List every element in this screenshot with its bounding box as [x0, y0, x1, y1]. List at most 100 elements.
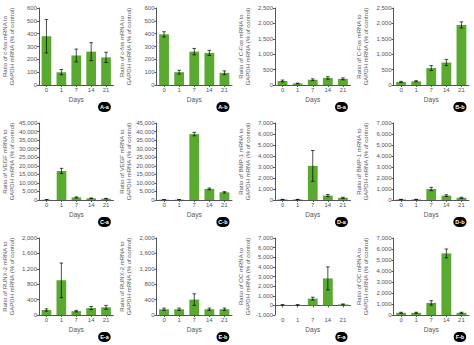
svg-text:7,000: 7,000	[258, 120, 274, 126]
svg-text:1,000: 1,000	[258, 186, 274, 192]
svg-text:Days: Days	[305, 211, 321, 219]
svg-text:7: 7	[430, 317, 434, 323]
svg-text:6,000: 6,000	[258, 131, 274, 137]
svg-text:C-a: C-a	[100, 219, 110, 225]
svg-text:10,000: 10,000	[136, 180, 155, 186]
svg-text:14: 14	[88, 87, 95, 93]
svg-text:GAPDH mRNA (% of control): GAPDH mRNA (% of control)	[126, 238, 132, 316]
svg-text:14: 14	[443, 202, 450, 208]
svg-text:15,000: 15,000	[136, 171, 155, 177]
svg-text:4,000: 4,000	[376, 153, 392, 159]
svg-text:500: 500	[27, 18, 38, 24]
svg-text:Days: Days	[69, 211, 85, 219]
svg-text:B-b: B-b	[455, 104, 465, 110]
svg-text:Ratio of RUNX-2 mRNA to: Ratio of RUNX-2 mRNA to	[119, 241, 125, 312]
svg-text:1: 1	[60, 202, 64, 208]
svg-text:400: 400	[27, 31, 38, 37]
svg-text:21: 21	[340, 317, 347, 323]
svg-text:2,000: 2,000	[376, 20, 392, 26]
svg-text:-1,000: -1,000	[256, 312, 274, 318]
svg-text:14: 14	[325, 202, 332, 208]
svg-text:1: 1	[296, 202, 300, 208]
svg-text:0: 0	[162, 87, 166, 93]
svg-text:30,000: 30,000	[136, 146, 155, 152]
svg-text:0: 0	[399, 202, 403, 208]
svg-text:D-a: D-a	[337, 219, 347, 225]
svg-text:21: 21	[103, 87, 110, 93]
svg-text:21: 21	[458, 202, 465, 208]
svg-text:200: 200	[144, 56, 155, 62]
svg-text:0: 0	[162, 202, 166, 208]
svg-text:14: 14	[88, 317, 95, 323]
svg-text:7: 7	[311, 87, 315, 93]
svg-text:5,000: 5,000	[258, 142, 274, 148]
svg-text:7: 7	[430, 87, 434, 93]
svg-text:0: 0	[34, 197, 38, 203]
svg-text:GAPDH mRNA (% of control): GAPDH mRNA (% of control)	[126, 8, 132, 86]
svg-text:15,000: 15,000	[19, 171, 38, 177]
svg-text:400: 400	[144, 31, 155, 37]
svg-text:14: 14	[206, 317, 213, 323]
svg-text:7: 7	[75, 317, 79, 323]
svg-text:2,000: 2,000	[139, 235, 155, 241]
svg-text:Days: Days	[69, 326, 85, 334]
svg-text:4,000: 4,000	[258, 264, 274, 270]
svg-text:2,000: 2,000	[376, 290, 392, 296]
svg-text:0: 0	[399, 87, 403, 93]
svg-text:21: 21	[221, 202, 228, 208]
svg-text:4,000: 4,000	[376, 268, 392, 274]
svg-text:14: 14	[206, 87, 213, 93]
svg-text:1,500: 1,500	[376, 36, 392, 42]
svg-text:14: 14	[88, 202, 95, 208]
svg-text:25,000: 25,000	[19, 154, 38, 160]
svg-text:F-b: F-b	[456, 334, 465, 340]
svg-text:GAPDH mRNA (% of control): GAPDH mRNA (% of control)	[9, 8, 15, 86]
svg-text:7: 7	[75, 87, 79, 93]
svg-text:5,000: 5,000	[258, 254, 274, 260]
svg-text:2,500: 2,500	[258, 5, 274, 11]
svg-text:0: 0	[281, 317, 285, 323]
svg-text:0: 0	[34, 312, 38, 318]
svg-text:1: 1	[60, 87, 64, 93]
svg-text:7,000: 7,000	[258, 235, 274, 241]
svg-text:Ratio of OC mRNA to: Ratio of OC mRNA to	[238, 247, 244, 305]
svg-text:25,000: 25,000	[136, 154, 155, 160]
svg-text:5,000: 5,000	[22, 188, 38, 194]
svg-text:0: 0	[399, 317, 403, 323]
svg-text:4,000: 4,000	[258, 153, 274, 159]
svg-text:1: 1	[60, 317, 64, 323]
svg-text:1,200: 1,200	[139, 266, 155, 272]
svg-text:300: 300	[144, 44, 155, 50]
svg-text:14: 14	[443, 87, 450, 93]
svg-text:20,000: 20,000	[136, 163, 155, 169]
svg-text:7: 7	[311, 202, 315, 208]
svg-text:GAPDH mRNA (% of control): GAPDH mRNA (% of control)	[126, 123, 132, 201]
svg-text:F-a: F-a	[337, 334, 346, 340]
svg-text:800: 800	[27, 281, 38, 287]
svg-text:14: 14	[443, 317, 450, 323]
svg-text:0: 0	[45, 202, 49, 208]
svg-text:2,000: 2,000	[258, 283, 274, 289]
svg-text:600: 600	[144, 5, 155, 11]
svg-text:GAPDH mRNA (% of control): GAPDH mRNA (% of control)	[245, 238, 251, 316]
svg-text:GAPDH mRNA (% of control): GAPDH mRNA (% of control)	[245, 8, 251, 86]
svg-text:7: 7	[430, 202, 434, 208]
svg-text:21: 21	[340, 202, 347, 208]
svg-text:1: 1	[296, 87, 300, 93]
svg-text:100: 100	[144, 69, 155, 75]
svg-text:3,000: 3,000	[258, 164, 274, 170]
svg-text:0: 0	[270, 302, 274, 308]
svg-text:500: 500	[263, 67, 274, 73]
svg-text:0: 0	[162, 317, 166, 323]
svg-text:Ratio of c-fos mRNA to: Ratio of c-fos mRNA to	[119, 15, 125, 77]
svg-text:0: 0	[270, 82, 274, 88]
svg-text:GAPDH mRNA (% of control): GAPDH mRNA (% of control)	[363, 8, 369, 86]
svg-text:21: 21	[221, 317, 228, 323]
svg-text:6,000: 6,000	[258, 245, 274, 251]
svg-text:800: 800	[144, 281, 155, 287]
svg-text:2,000: 2,000	[258, 175, 274, 181]
svg-text:600: 600	[27, 5, 38, 11]
svg-text:7: 7	[193, 87, 197, 93]
svg-text:Ratio of BMP-1 mRNA to: Ratio of BMP-1 mRNA to	[356, 128, 362, 195]
svg-text:0: 0	[281, 87, 285, 93]
